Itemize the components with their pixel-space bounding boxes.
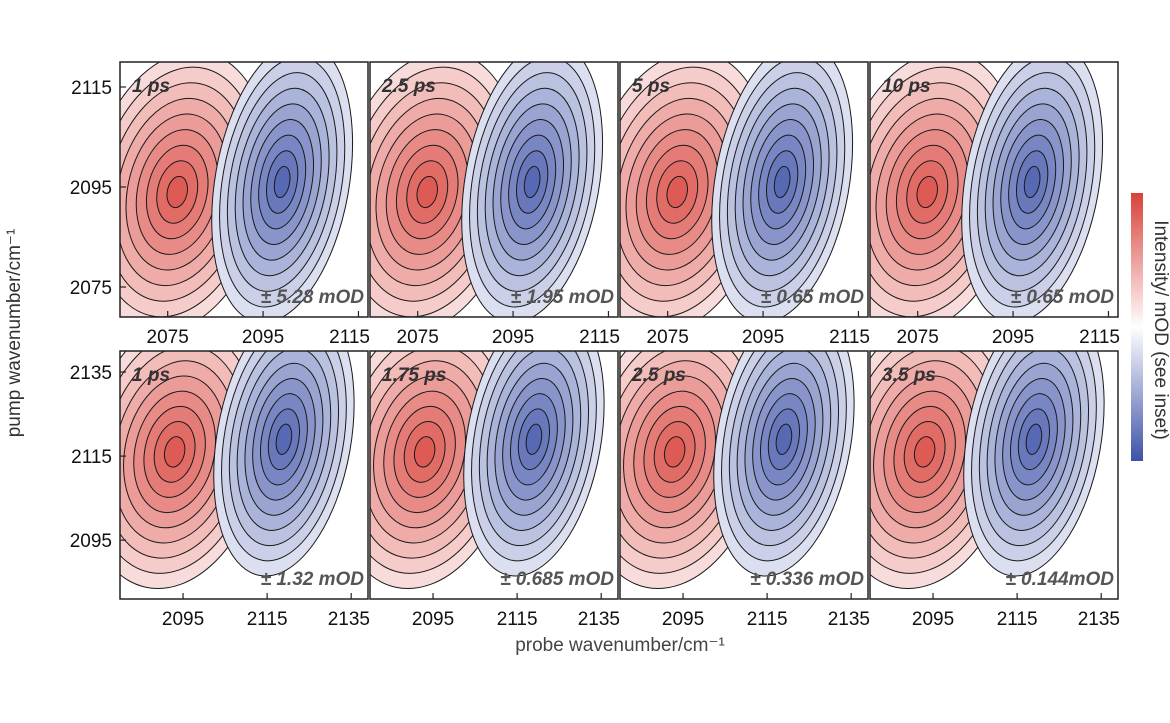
panel-time-label: 1 ps — [132, 76, 170, 97]
spectrum-panel: 1.75 ps ± 0.685 mOD 2095 2115 2135 — [369, 350, 620, 630]
x-tick-label: 2135 — [578, 609, 620, 630]
panel-scale-label: ± 0.65 mOD — [761, 287, 865, 308]
negative-contour — [273, 165, 291, 199]
panel-time-label: 10 ps — [882, 76, 931, 97]
x-tick-label: 2115 — [747, 609, 788, 630]
panel-scale-label: ± 0.65 mOD — [1011, 287, 1115, 308]
spectrum-panel: 1 ps ± 1.32 mOD 2095 2115 2135 2095 2115 2135 — [70, 350, 370, 630]
y-tick-label: 2095 — [70, 178, 112, 199]
x-tick-label: 2135 — [828, 609, 870, 630]
negative-contour — [1023, 165, 1041, 199]
spectrum-panel: 2.5 ps ± 0.336 mOD 2095 2115 2135 — [619, 350, 870, 630]
negative-contour — [773, 165, 791, 199]
x-tick-label: 2075 — [397, 327, 439, 348]
panel-scale-label: ± 0.685 mOD — [500, 569, 614, 590]
panel-time-label: 2.5 ps — [631, 365, 686, 386]
y-tick-label: 2115 — [71, 78, 112, 99]
negative-contour — [275, 423, 293, 455]
x-tick-label: 2135 — [1078, 609, 1120, 630]
x-tick-label: 2095 — [412, 609, 454, 630]
panel-time-label: 3.5 ps — [882, 365, 936, 386]
panel-scale-label: ± 0.336 mOD — [750, 569, 864, 590]
panel-time-label: 1 ps — [132, 365, 170, 386]
x-tick-label: 2095 — [992, 327, 1034, 348]
y-tick-label: 2135 — [70, 363, 112, 384]
panel-frame — [119, 61, 369, 318]
spectrum-panel: 3.5 ps ± 0.144mOD 2095 2115 2135 — [869, 350, 1120, 630]
x-tick-label: 2115 — [829, 327, 870, 348]
panel-frame — [869, 350, 1119, 600]
x-tick-label: 2095 — [162, 609, 204, 630]
panel-scale-label: ± 1.95 mOD — [511, 287, 615, 308]
panel-frame — [369, 61, 619, 318]
panel-frame — [619, 61, 869, 318]
panel-frame — [369, 350, 619, 600]
positive-contour — [913, 436, 936, 468]
positive-contour — [413, 436, 436, 468]
positive-contour — [166, 175, 188, 209]
panel-scale-label: ± 0.144mOD — [1005, 569, 1114, 590]
y-axis-label: pump wavenumber/cm⁻¹ — [4, 229, 25, 438]
colorbar-label: Intensity/ mOD (see inset) — [1150, 220, 1170, 440]
y-tick-label: 2075 — [70, 278, 112, 299]
panel-scale-label: ± 1.32 mOD — [261, 569, 365, 590]
x-tick-label: 2075 — [147, 327, 189, 348]
x-tick-label: 2135 — [328, 609, 370, 630]
panel-frame — [619, 350, 869, 600]
x-tick-label: 2115 — [579, 327, 620, 348]
spectrum-panel: 1 ps ± 5.28 mOD 2075 2095 2115 2075 2095 2115 — [70, 61, 370, 348]
spectrum-panel: 2.5 ps ± 1.95 mOD 2075 2095 2115 — [369, 61, 620, 348]
panel-time-label: 5 ps — [632, 76, 670, 97]
positive-contour — [163, 436, 186, 468]
panel-time-label: 2.5 ps — [381, 76, 436, 97]
positive-contour — [916, 175, 938, 209]
x-tick-label: 2075 — [647, 327, 689, 348]
panel-frame — [869, 61, 1119, 318]
x-tick-label: 2095 — [912, 609, 954, 630]
colorbar — [1131, 193, 1143, 461]
x-axis-label: probe wavenumber/cm⁻¹ — [515, 635, 725, 656]
x-tick-label: 2075 — [897, 327, 939, 348]
x-tick-label: 2095 — [662, 609, 704, 630]
positive-contour — [416, 175, 438, 209]
spectrum-panel: 10 ps ± 0.65 mOD 2075 2095 2115 — [869, 61, 1120, 348]
x-tick-label: 2115 — [497, 609, 538, 630]
spectrum-panel: 5 ps ± 0.65 mOD 2075 2095 2115 — [619, 61, 870, 348]
panel-scale-label: ± 5.28 mOD — [261, 287, 365, 308]
x-tick-label: 2115 — [247, 609, 288, 630]
y-tick-label: 2115 — [71, 447, 112, 468]
x-tick-label: 2115 — [329, 327, 370, 348]
negative-contour — [775, 423, 793, 455]
negative-contour — [523, 165, 541, 199]
positive-contour — [663, 436, 686, 468]
x-tick-label: 2115 — [1079, 327, 1120, 348]
negative-contour — [1025, 423, 1043, 455]
x-tick-label: 2095 — [742, 327, 784, 348]
x-tick-label: 2095 — [492, 327, 534, 348]
positive-contour — [666, 175, 688, 209]
x-tick-label: 2115 — [997, 609, 1038, 630]
panel-frame — [119, 350, 369, 600]
y-tick-label: 2095 — [70, 531, 112, 552]
x-tick-label: 2095 — [242, 327, 284, 348]
panel-time-label: 1.75 ps — [382, 365, 446, 386]
negative-contour — [525, 423, 543, 455]
